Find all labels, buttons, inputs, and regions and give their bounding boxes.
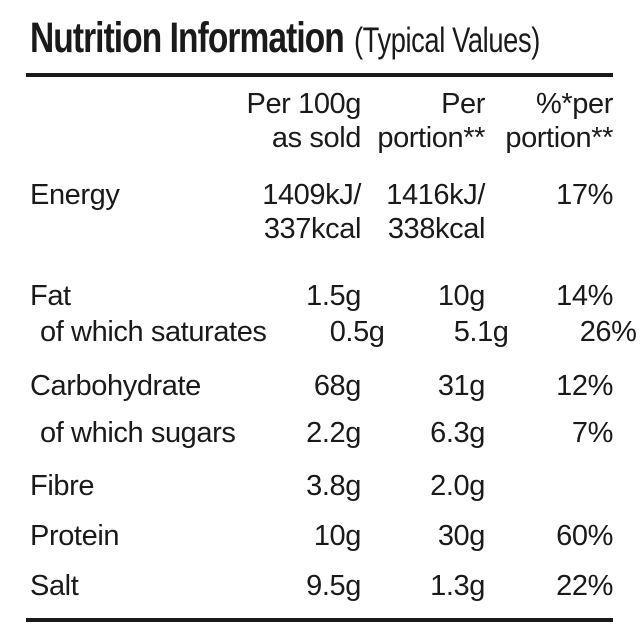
- value-per-100g: 0.5g: [329, 316, 385, 348]
- column-header-per-portion: Per portion**: [361, 87, 485, 155]
- value-per-portion: 1416kJ/ 338kcal: [361, 178, 485, 246]
- value-percent: 17%: [556, 179, 613, 211]
- column-header-line: portion**: [505, 122, 613, 154]
- row-label: Protein: [30, 520, 120, 552]
- row-label: of which sugars: [40, 417, 236, 449]
- value-percent: 7%: [571, 417, 614, 449]
- title-suffix: (Typical Values): [353, 21, 540, 60]
- value-line: 338kcal: [387, 213, 486, 245]
- bottom-rule: [26, 618, 613, 622]
- value-percent: 14%: [556, 280, 613, 312]
- value-per-portion: 6.3g: [430, 417, 485, 449]
- value-per-100g: 1409kJ/ 337kcal: [243, 178, 361, 246]
- row-label: Fibre: [30, 470, 95, 502]
- table-row-salt: Salt 9.5g 1.3g 22%: [26, 569, 613, 603]
- table-row-protein: Protein 10g 30g 60%: [26, 519, 613, 553]
- page-title: Nutrition Information (Typical Values): [30, 14, 540, 63]
- value-percent: 22%: [556, 570, 613, 602]
- table-row-fat: Fat 1.5g 10g 14%: [26, 279, 613, 313]
- column-header-per-100g: Per 100g as sold: [243, 87, 362, 155]
- column-header-line: as sold: [271, 122, 361, 154]
- table-row-energy: Energy 1409kJ/ 337kcal 1416kJ/ 338kcal 1…: [26, 178, 613, 246]
- value-per-100g: 3.8g: [306, 470, 361, 502]
- value-per-portion: 30g: [437, 520, 486, 552]
- top-rule: [26, 73, 613, 77]
- table-row-carbohydrate: Carbohydrate 68g 31g 12%: [26, 369, 613, 403]
- value-per-portion: 2.0g: [430, 470, 485, 502]
- title-main: Nutrition Information: [30, 14, 345, 62]
- row-label: Carbohydrate: [30, 370, 201, 402]
- table-row-sugars: of which sugars 2.2g 6.3g 7%: [26, 416, 613, 450]
- row-label: Energy: [30, 179, 120, 211]
- column-header-line: %*per: [536, 88, 613, 120]
- value-per-100g: 1.5g: [306, 280, 361, 312]
- row-label: Fat: [30, 280, 71, 312]
- row-label: Salt: [30, 570, 79, 602]
- column-header-line: portion**: [377, 122, 485, 154]
- value-per-100g: 2.2g: [306, 417, 361, 449]
- value-percent: 12%: [556, 370, 613, 402]
- value-per-100g: 68g: [313, 370, 362, 402]
- value-line: 1416kJ/: [386, 179, 485, 211]
- value-line: 337kcal: [263, 213, 362, 245]
- value-percent: 60%: [556, 520, 613, 552]
- value-per-100g: 10g: [313, 520, 362, 552]
- value-per-100g: 9.5g: [306, 570, 361, 602]
- table-row-saturates: of which saturates 0.5g 5.1g 26%: [26, 315, 637, 349]
- table-header-row: Per 100g as sold Per portion** %*per por…: [26, 87, 614, 155]
- value-line: 1409kJ/: [262, 179, 361, 211]
- value-per-portion: 31g: [437, 370, 486, 402]
- value-per-portion: 10g: [437, 280, 486, 312]
- row-label: of which saturates: [40, 316, 267, 348]
- column-header-line: Per 100g: [246, 88, 362, 120]
- value-percent: 26%: [579, 316, 637, 348]
- value-per-portion: 5.1g: [453, 316, 509, 348]
- value-per-portion: 1.3g: [430, 570, 485, 602]
- column-header-percent-per-portion: %*per portion**: [485, 87, 613, 155]
- nutrition-table: Per 100g as sold Per portion** %*per por…: [26, 87, 637, 603]
- table-row-fibre: Fibre 3.8g 2.0g: [26, 469, 613, 503]
- column-header-line: Per: [441, 88, 485, 120]
